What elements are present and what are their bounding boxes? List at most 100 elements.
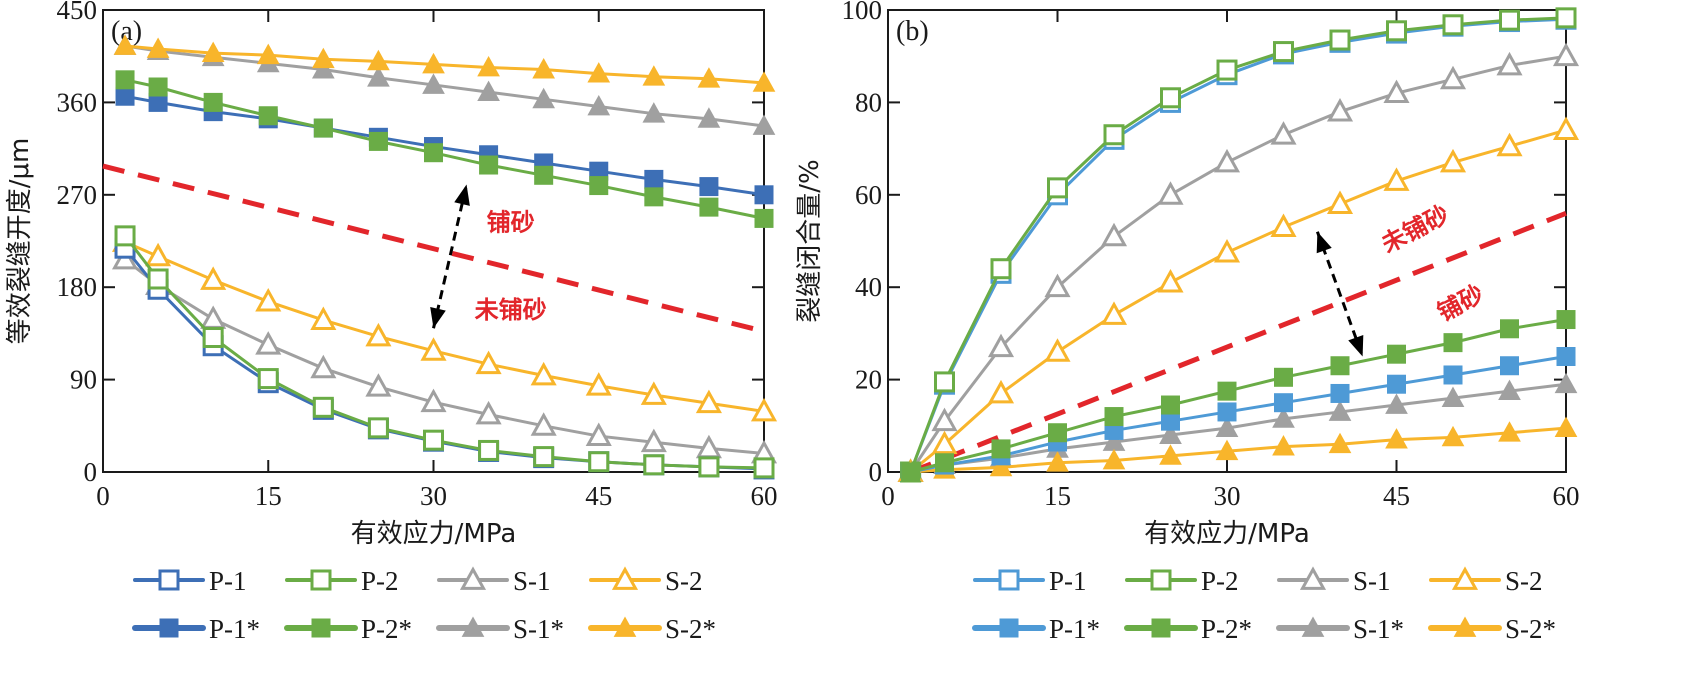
data-point: [365, 373, 392, 397]
data-point: [587, 62, 611, 83]
data-point: [530, 412, 557, 436]
data-point: [1556, 347, 1576, 366]
data-point: [114, 225, 136, 247]
data-point: [311, 58, 335, 79]
data-point: [475, 350, 502, 375]
legend: P-1 P-2 S-1 S-2 P-1* P-2* S-1* S-2*: [132, 566, 716, 644]
data-point: [530, 361, 557, 386]
data-point: [310, 306, 337, 330]
data-point: [1274, 367, 1293, 387]
y-tick-label: 90: [70, 365, 97, 395]
legend-item: S-2*: [588, 614, 716, 644]
data-point: [990, 258, 1012, 280]
x-tick-label: 45: [1383, 481, 1410, 511]
arrowhead-icon: [430, 306, 446, 329]
data-point: [640, 428, 667, 453]
data-point: [367, 49, 390, 71]
data-point: [1439, 65, 1467, 90]
data-point: [1274, 393, 1293, 413]
data-point: [588, 451, 610, 473]
data-point: [699, 197, 719, 217]
data-point: [1272, 435, 1295, 456]
data-point: [989, 455, 1013, 477]
data-point: [589, 176, 609, 196]
annotation-label: 铺砂: [487, 209, 535, 237]
legend-marker: [1451, 566, 1479, 590]
data-point: [200, 305, 227, 329]
data-point: [115, 70, 135, 90]
data-point: [1330, 356, 1350, 376]
data-point: [644, 187, 664, 207]
data-point: [697, 67, 721, 88]
data-point: [754, 185, 774, 205]
series-s-2: [111, 228, 778, 422]
data-point: [642, 102, 666, 123]
data-point: [752, 71, 776, 92]
data-point: [753, 457, 775, 479]
data-point: [532, 87, 556, 109]
data-point: [1441, 425, 1465, 447]
data-point: [1554, 372, 1578, 394]
divider-line: [102, 163, 765, 334]
legend-item: P-1: [133, 566, 247, 596]
data-point: [1328, 400, 1352, 421]
data-point: [1554, 416, 1578, 438]
legend-marker: [159, 618, 179, 638]
data-point: [1044, 273, 1071, 298]
legend-label: S-2: [665, 566, 703, 596]
legend-item: P-1: [973, 566, 1087, 596]
data-point: [935, 453, 954, 473]
x-tick-label: 60: [1553, 481, 1580, 511]
annotation-label: 铺砂: [1433, 280, 1489, 327]
legend-item: S-1*: [1276, 614, 1404, 644]
data-point: [587, 94, 611, 116]
data-point: [1217, 381, 1237, 401]
legend-item: P-2*: [1124, 614, 1252, 644]
data-point: [1270, 213, 1297, 238]
series-p-2-star: [901, 310, 1576, 482]
data-point: [257, 368, 279, 390]
data-point: [1387, 374, 1406, 394]
legend-marker: [461, 616, 485, 637]
data-point: [695, 389, 722, 414]
data-point: [1272, 407, 1295, 428]
data-point: [256, 43, 280, 65]
legend-marker: [1151, 618, 1171, 638]
data-point: [313, 118, 333, 138]
data-point: [367, 66, 390, 87]
legend-label: P-2*: [1201, 614, 1252, 644]
data-point: [258, 106, 278, 126]
data-point: [1443, 365, 1463, 385]
y-tick-label: 450: [57, 0, 98, 25]
x-tick-label: 45: [585, 481, 612, 511]
legend-marker: [310, 569, 332, 591]
data-point: [1498, 379, 1521, 401]
data-point: [1102, 448, 1126, 470]
data-point: [200, 266, 227, 290]
data-point: [640, 381, 667, 405]
data-point: [311, 47, 335, 69]
data-point: [1160, 87, 1181, 109]
data-point: [1100, 301, 1128, 325]
data-point: [931, 407, 958, 432]
data-point: [750, 397, 778, 422]
x-axis-title: 有效应力/MPa: [351, 519, 517, 549]
y-tick-label: 100: [842, 0, 883, 25]
data-point: [901, 462, 921, 482]
legend-label: S-2*: [1505, 614, 1556, 644]
series-p-2: [114, 225, 775, 479]
data-point: [368, 131, 388, 151]
y-tick-label: 180: [57, 272, 98, 302]
data-point: [585, 422, 612, 446]
y-tick-label: 80: [855, 87, 882, 117]
arrowhead-icon: [1316, 231, 1332, 254]
data-point: [987, 379, 1015, 404]
data-point: [255, 331, 282, 355]
data-point: [699, 177, 719, 197]
chart-panel-b: 0 15 30 45 60 0 20 40 60 80 100 (b) 有效应力/MPa 裂缝闭合量/% 未…: [795, 0, 1580, 644]
legend-marker: [311, 618, 331, 638]
series-s-2-star: [113, 34, 776, 92]
data-point: [1552, 42, 1580, 67]
data-point: [1496, 51, 1523, 76]
